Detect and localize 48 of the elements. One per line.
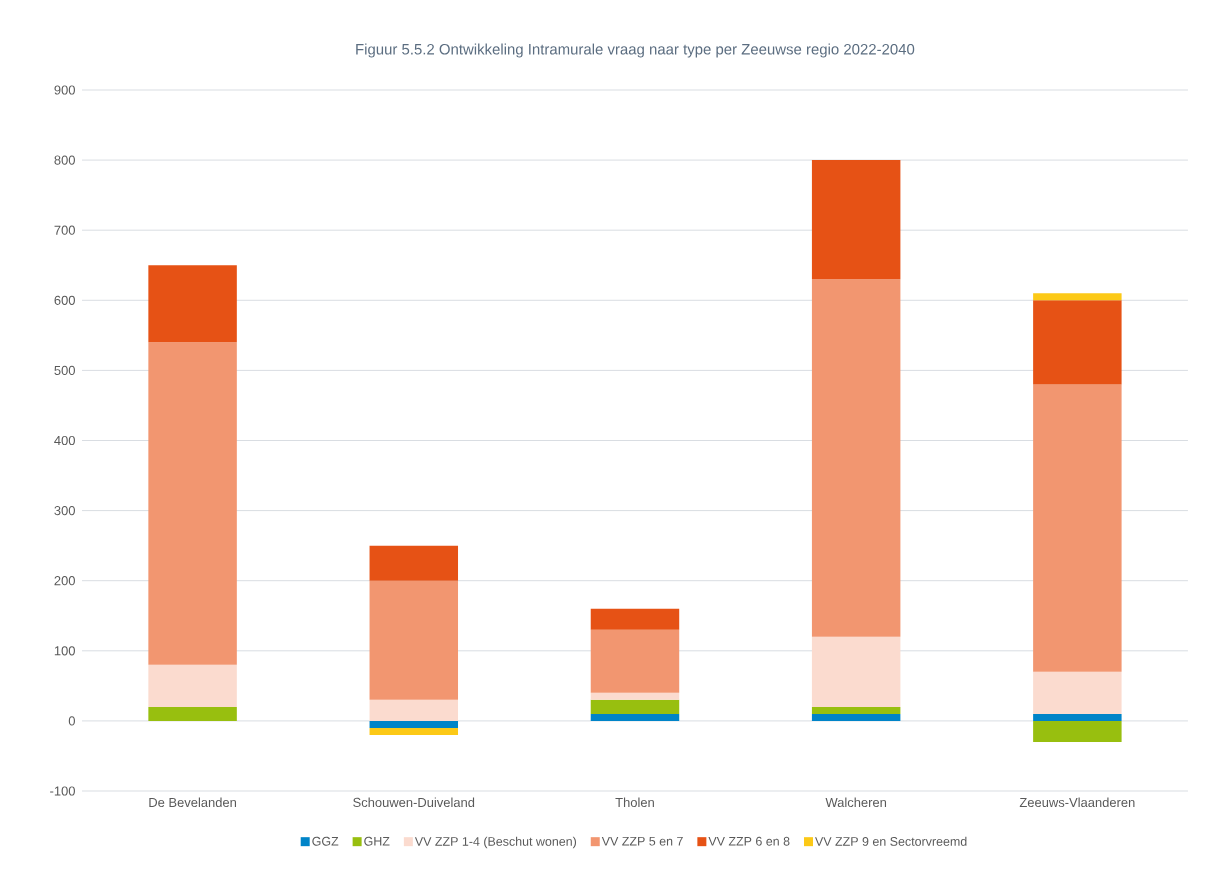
bar	[369, 720, 459, 728]
legend-label: GGZ	[312, 836, 339, 846]
bar	[148, 265, 237, 343]
y-tick-label: 0	[68, 716, 75, 726]
x-tick-label: Walcheren	[825, 797, 887, 808]
y-tick-label: 300	[54, 506, 75, 516]
bar	[590, 699, 680, 714]
y-tick-label: 100	[54, 646, 75, 656]
bar	[811, 160, 901, 280]
bar	[590, 713, 680, 721]
bar	[369, 699, 459, 721]
bar	[590, 692, 680, 700]
x-tick-label: De Bevelanden	[149, 797, 236, 808]
bar	[1033, 713, 1122, 721]
y-tick-label: 600	[54, 295, 75, 305]
bar	[811, 279, 901, 637]
y-tick-label: 800	[54, 155, 75, 165]
bar	[811, 713, 901, 721]
x-tick-label: Tholen	[615, 797, 654, 808]
chart-title: Figuur 5.5.2 Ontwikkeling Intramurale vraag naar type per Zeeuwse regio 2022-2040	[356, 43, 915, 58]
bar	[1033, 384, 1122, 672]
legend-label: GHZ	[364, 836, 390, 846]
bar	[369, 545, 459, 581]
bar	[148, 706, 237, 721]
bar	[148, 664, 237, 707]
bar	[1033, 300, 1122, 385]
bar	[590, 629, 680, 693]
bar	[1033, 720, 1122, 742]
legend-label: VV ZZP 1-4 (Beschut wonen)	[414, 836, 577, 849]
legend-label: VV ZZP 6 en 8	[708, 836, 790, 846]
y-tick-label: 400	[54, 435, 75, 446]
bar	[369, 580, 459, 700]
bar	[1033, 293, 1122, 301]
x-tick-label: Zeeuws-Vlaanderen	[1019, 797, 1135, 808]
legend-label: VV ZZP 9 en Sectorvreemd	[815, 836, 967, 846]
y-tick-label: 900	[54, 85, 75, 95]
y-tick-label: -100	[50, 786, 75, 796]
y-tick-label: 500	[54, 365, 75, 375]
y-tick-label: 200	[54, 576, 75, 586]
bar	[590, 608, 680, 630]
bar	[148, 342, 237, 665]
legend-label: VV ZZP 5 en 7	[601, 836, 683, 846]
bar	[1033, 671, 1122, 714]
x-tick-label: Schouwen-Duiveland	[353, 797, 475, 808]
bar	[811, 636, 901, 707]
bar	[369, 727, 459, 735]
y-tick-label: 700	[54, 225, 75, 235]
bar	[811, 706, 901, 714]
